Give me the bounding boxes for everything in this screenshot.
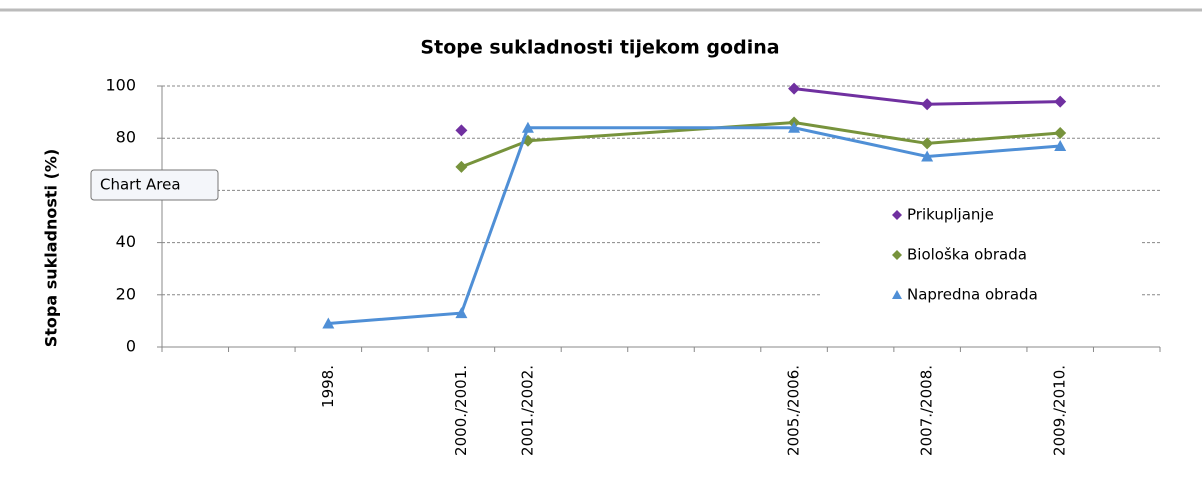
x-tick-label: 2005./2006. (785, 365, 803, 456)
y-tick-label: 20 (116, 284, 136, 303)
marker (455, 160, 468, 173)
legend-marker (892, 250, 902, 260)
marker (921, 98, 934, 111)
x-tick-label: 2001./2002. (518, 365, 536, 456)
legend-marker (892, 210, 902, 220)
y-axis-title: Stopa sukladnosti (%) (42, 149, 61, 348)
legend-box (822, 196, 1140, 312)
legend-label: Biološka obrada (907, 246, 1027, 264)
marker (455, 124, 468, 137)
marker (322, 317, 335, 329)
series-line (328, 126, 1061, 326)
tooltip: Chart Area (90, 169, 219, 201)
chart-title: Stope sukladnosti tijekom godina (420, 37, 779, 59)
marker (1054, 140, 1067, 152)
y-tick-label: 80 (116, 128, 136, 147)
legend-label: Napredna obrada (907, 286, 1038, 304)
y-tick-label: 40 (116, 232, 136, 251)
marker (921, 150, 934, 162)
x-tick-label: 1998. (319, 365, 337, 408)
legend-marker (892, 290, 902, 299)
marker (1054, 126, 1067, 139)
x-tick-label: 2000./2001. (452, 365, 470, 456)
marker (788, 82, 801, 95)
x-tick-label: 2009./2010. (1051, 365, 1069, 456)
y-tick-label: 0 (126, 337, 136, 356)
marker (1054, 95, 1067, 108)
marker (921, 137, 934, 150)
marker (788, 121, 801, 133)
y-tick-label: 100 (105, 76, 136, 95)
tooltip-text: Chart Area (100, 176, 181, 194)
marker (521, 121, 534, 133)
x-tick-label: 2007./2008. (918, 365, 936, 456)
marker (455, 307, 468, 319)
tooltip-box (90, 169, 219, 201)
legend-label: Prikupljanje (907, 206, 994, 224)
legend: Prikupljanje Biološka obrada Napredna obra… (822, 196, 1140, 312)
